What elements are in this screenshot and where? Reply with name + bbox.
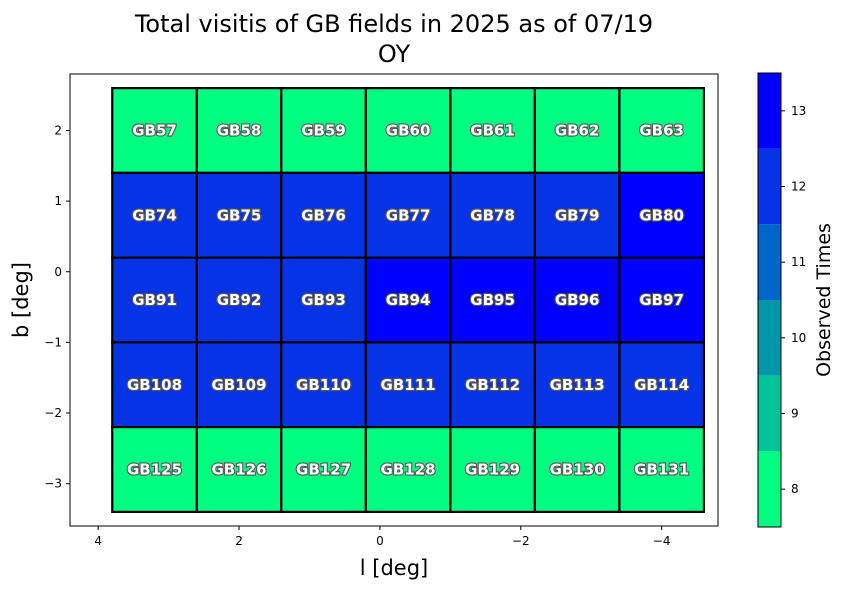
x-axis-ticks: 4 2 0 −2 −4: [94, 526, 671, 548]
colorbar: 8 9 10 11 12 13: [757, 72, 806, 528]
cell-label: GB79: [555, 206, 600, 224]
y-axis-label: b [deg]: [9, 262, 33, 338]
cell-label: GB114: [634, 376, 689, 394]
heatmap-cell: [449, 341, 536, 429]
heatmap-cell: [364, 87, 452, 174]
colorbar-tick-label: 13: [791, 104, 806, 118]
colorbar-tick-label: 8: [791, 482, 799, 496]
colorbar-tick-label: 10: [791, 331, 806, 345]
cell-label: GB109: [212, 376, 267, 394]
y-tick-label: 0: [54, 265, 62, 279]
x-axis-label: l [deg]: [360, 556, 428, 580]
cell-label: GB75: [217, 206, 262, 224]
y-tick-label: 2: [54, 124, 62, 138]
cell-label: GB111: [381, 376, 436, 394]
colorbar-segment: [758, 375, 781, 452]
heatmap-cell: [195, 426, 283, 513]
colorbar-frame: [757, 72, 782, 528]
cell-label: GB93: [301, 291, 346, 309]
cell-label: GB63: [639, 122, 684, 140]
colorbar-label: Observed Times: [813, 223, 835, 377]
y-tick-label: −1: [44, 335, 62, 349]
cell-label: GB91: [132, 291, 177, 309]
heatmap-cell: [111, 426, 198, 513]
cell-label: GB77: [386, 206, 431, 224]
heatmap-cell: [111, 256, 198, 344]
cell-label: GB113: [550, 376, 605, 394]
cell-label: GB57: [132, 122, 177, 140]
cell-label: GB97: [639, 291, 684, 309]
cell-label: GB76: [301, 206, 346, 224]
heatmap-cell: [111, 171, 198, 259]
x-tick-label: 0: [376, 534, 384, 548]
cell-label: GB110: [296, 376, 351, 394]
x-tick-label: −2: [512, 534, 530, 548]
heatmap-cell: [618, 426, 706, 513]
cell-label: GB112: [465, 376, 520, 394]
heatmap-cell: [280, 426, 367, 513]
cell-label: GB127: [296, 461, 351, 479]
cell-label: GB95: [470, 291, 515, 309]
cell-label: GB58: [217, 122, 262, 140]
cell-label: GB80: [639, 206, 684, 224]
heatmap-cell: [280, 256, 367, 344]
cell-label: GB74: [132, 206, 177, 224]
heatmap-cell: [449, 171, 536, 259]
cell-label: GB130: [550, 461, 605, 479]
y-tick-label: −2: [44, 406, 62, 420]
colorbar-tick-label: 9: [791, 407, 799, 421]
cell-label: GB59: [301, 122, 346, 140]
heatmap-cell: [533, 341, 621, 429]
cell-label: GB131: [634, 461, 689, 479]
colorbar-segment: [758, 73, 781, 149]
y-tick-label: 1: [54, 194, 62, 208]
heatmap-cell: [111, 341, 198, 429]
cell-label: GB128: [381, 461, 436, 479]
heatmap-cell: [364, 171, 452, 259]
x-tick-label: 4: [94, 534, 102, 548]
heatmap-cell: [364, 426, 452, 513]
cell-label: GB92: [217, 291, 262, 309]
cell-label: GB60: [386, 122, 431, 140]
cell-label: GB62: [555, 122, 600, 140]
cell-label: GB78: [470, 206, 515, 224]
cell-label: GB126: [212, 461, 267, 479]
colorbar-segment: [758, 300, 781, 376]
colorbar-segment: [758, 451, 781, 527]
plot-area: [69, 73, 719, 527]
chart-subtitle: OY: [378, 40, 411, 68]
colorbar-tick-label: 12: [791, 180, 806, 194]
cell-label: GB61: [470, 122, 515, 140]
cell-label: GB108: [127, 376, 182, 394]
chart-title: Total visitis of GB fields in 2025 as of…: [134, 10, 653, 38]
y-tick-label: −3: [44, 477, 62, 491]
heatmap-cell: [533, 256, 621, 344]
y-axis-ticks: 2 1 0 −1 −2 −3: [44, 124, 70, 491]
heatmap-cell: [195, 256, 283, 344]
heatmap-cell: [195, 171, 283, 259]
colorbar-segment: [758, 148, 781, 225]
heatmap-cell: [195, 341, 283, 429]
cell-label: GB129: [465, 461, 520, 479]
colorbar-tick-label: 11: [791, 255, 806, 269]
heatmap-cell: [533, 87, 621, 174]
heatmap-cell: [618, 87, 706, 174]
x-tick-label: 2: [235, 534, 243, 548]
heatmap-cells: GB57 GB58 GB59 GB60 GB61 GB62 GB63 GB74 GB75 GB76…: [111, 87, 706, 513]
cell-label: GB125: [127, 461, 182, 479]
x-tick-label: −4: [653, 534, 671, 548]
heatmap-cell: [618, 171, 706, 259]
cell-label: GB96: [555, 291, 600, 309]
colorbar-segment: [758, 224, 781, 300]
cell-label: GB94: [386, 291, 431, 309]
